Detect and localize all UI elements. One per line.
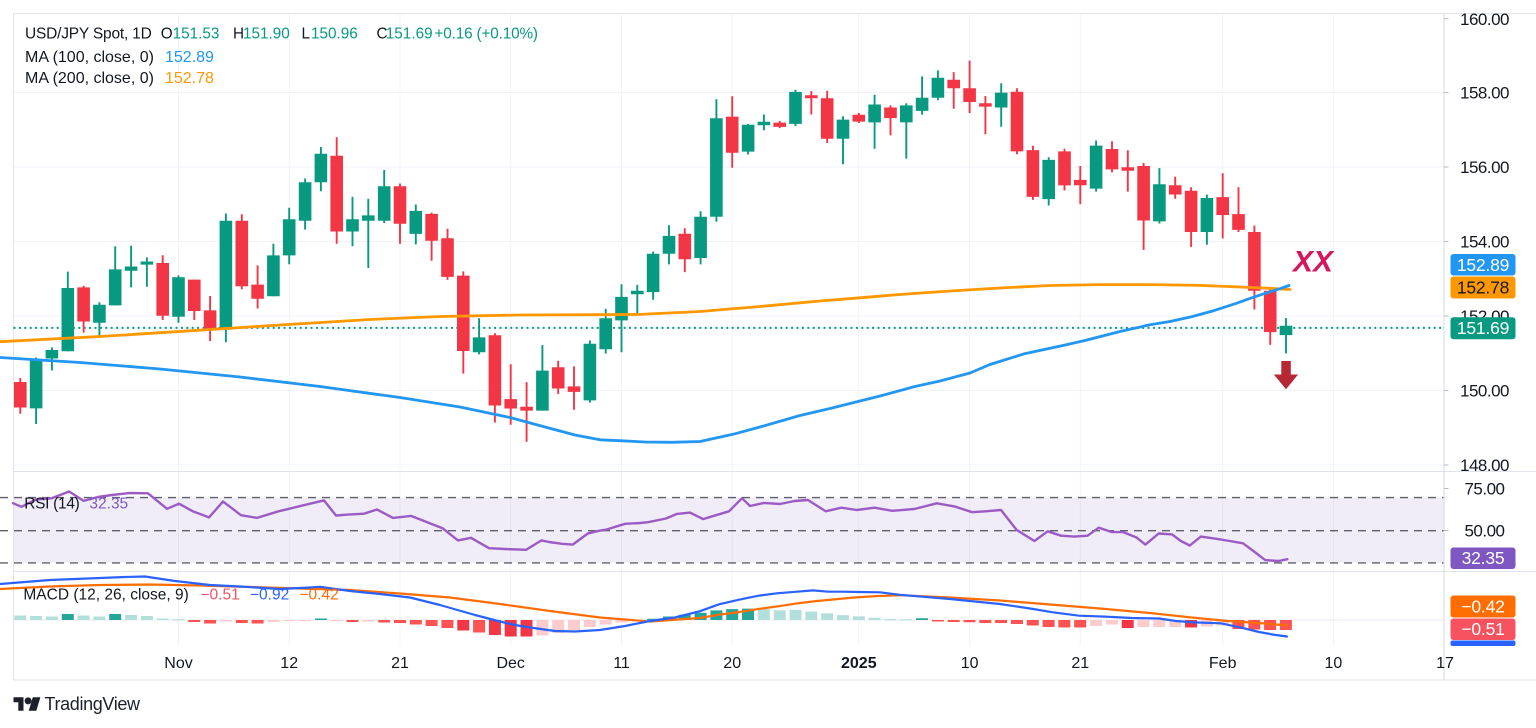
svg-text:32.35: 32.35 <box>89 496 128 513</box>
svg-text:10: 10 <box>1325 655 1343 672</box>
svg-text:L: L <box>302 25 311 42</box>
svg-text:−0.42: −0.42 <box>300 587 339 604</box>
svg-text:152.78: 152.78 <box>1457 278 1509 298</box>
svg-text:+0.16 (+0.10%): +0.16 (+0.10%) <box>435 25 538 42</box>
svg-text:TradingView: TradingView <box>45 694 142 714</box>
svg-text:151.69: 151.69 <box>1457 318 1509 338</box>
svg-text:151.53: 151.53 <box>173 25 220 42</box>
svg-text:12: 12 <box>280 655 298 672</box>
svg-text:156.00: 156.00 <box>1460 158 1509 177</box>
svg-text:XX: XX <box>1291 246 1335 279</box>
svg-text:H: H <box>233 25 244 42</box>
svg-text:151.69: 151.69 <box>386 25 433 42</box>
svg-text:21: 21 <box>1071 655 1089 672</box>
svg-text:−0.92: −0.92 <box>250 587 289 604</box>
svg-text:RSI (14): RSI (14) <box>24 496 79 513</box>
svg-text:Feb: Feb <box>1209 655 1237 672</box>
svg-text:MACD (12, 26, close, 9): MACD (12, 26, close, 9) <box>23 587 188 604</box>
svg-text:158.00: 158.00 <box>1460 84 1509 103</box>
svg-text:2025: 2025 <box>841 655 877 672</box>
svg-text:−0.51: −0.51 <box>201 587 240 604</box>
svg-text:154.00: 154.00 <box>1460 233 1509 252</box>
svg-text:150.96: 150.96 <box>311 25 358 42</box>
svg-text:148.00: 148.00 <box>1460 456 1509 475</box>
svg-text:152.89: 152.89 <box>165 49 214 66</box>
svg-text:17: 17 <box>1436 655 1454 672</box>
svg-text:152.89: 152.89 <box>1457 255 1509 275</box>
svg-text:Dec: Dec <box>496 655 524 672</box>
svg-text:USD/JPY Spot, 1D: USD/JPY Spot, 1D <box>25 25 152 42</box>
svg-text:11: 11 <box>613 655 630 672</box>
svg-text:75.00: 75.00 <box>1464 480 1504 499</box>
svg-text:20: 20 <box>723 655 741 672</box>
svg-text:151.90: 151.90 <box>243 25 290 42</box>
svg-text:O: O <box>161 25 173 42</box>
svg-text:152.78: 152.78 <box>165 70 214 87</box>
svg-text:MA (200, close, 0): MA (200, close, 0) <box>25 70 154 87</box>
svg-text:MA (100, close, 0): MA (100, close, 0) <box>25 49 154 66</box>
svg-text:50.00: 50.00 <box>1464 522 1504 541</box>
svg-text:160.00: 160.00 <box>1460 10 1509 29</box>
svg-text:21: 21 <box>391 655 409 672</box>
svg-text:−0.51: −0.51 <box>1461 619 1504 639</box>
svg-text:10: 10 <box>961 655 979 672</box>
svg-text:150.00: 150.00 <box>1460 382 1509 401</box>
svg-text:32.35: 32.35 <box>1462 548 1505 568</box>
svg-text:−0.42: −0.42 <box>1461 597 1504 617</box>
svg-text:Nov: Nov <box>164 655 192 672</box>
svg-text:C: C <box>377 25 388 42</box>
